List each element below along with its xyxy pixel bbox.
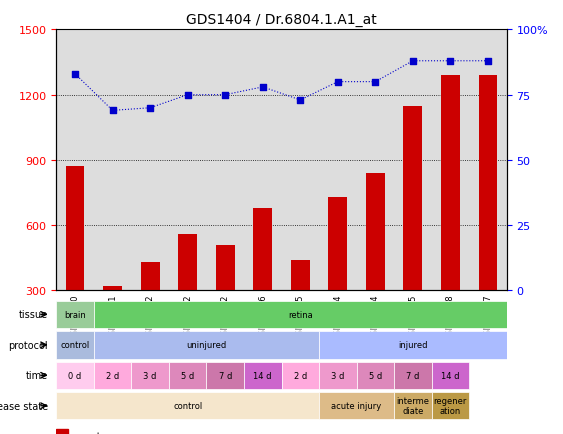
FancyBboxPatch shape — [94, 301, 507, 329]
Bar — [56, 429, 68, 434]
Text: 0 d: 0 d — [69, 371, 82, 380]
FancyBboxPatch shape — [282, 362, 319, 389]
Point — [70, 71, 79, 78]
Text: 3 d: 3 d — [144, 371, 157, 380]
Text: disease state: disease state — [0, 401, 48, 411]
Bar — [366, 174, 385, 291]
Text: acute injury: acute injury — [332, 401, 382, 410]
FancyBboxPatch shape — [56, 392, 319, 419]
Text: control: control — [60, 341, 90, 349]
Bar — [291, 260, 310, 291]
FancyBboxPatch shape — [319, 332, 507, 358]
Point — [146, 105, 155, 112]
Point — [258, 84, 267, 91]
Text: 3 d: 3 d — [331, 371, 345, 380]
Point — [371, 79, 380, 86]
Bar — [178, 234, 197, 291]
Text: interme
diate: interme diate — [396, 396, 430, 415]
Text: brain: brain — [64, 310, 86, 319]
Text: 2 d: 2 d — [294, 371, 307, 380]
FancyBboxPatch shape — [319, 362, 356, 389]
Text: GDS1404 / Dr.6804.1.A1_at: GDS1404 / Dr.6804.1.A1_at — [186, 13, 377, 27]
Point — [408, 58, 417, 65]
Point — [221, 92, 230, 99]
Text: 5 d: 5 d — [181, 371, 194, 380]
FancyBboxPatch shape — [319, 392, 394, 419]
Bar — [441, 76, 460, 291]
Text: 5 d: 5 d — [369, 371, 382, 380]
FancyBboxPatch shape — [432, 362, 469, 389]
Bar — [404, 106, 422, 291]
Text: time: time — [26, 371, 48, 380]
Bar — [216, 245, 235, 291]
Text: control: control — [173, 401, 202, 410]
Point — [296, 97, 305, 104]
Text: 14 d: 14 d — [441, 371, 459, 380]
FancyBboxPatch shape — [56, 362, 94, 389]
Text: regener
ation: regener ation — [434, 396, 467, 415]
Text: 14 d: 14 d — [253, 371, 272, 380]
FancyBboxPatch shape — [207, 362, 244, 389]
Point — [108, 108, 117, 115]
FancyBboxPatch shape — [394, 392, 432, 419]
Text: 7 d: 7 d — [406, 371, 419, 380]
Text: uninjured: uninjured — [186, 341, 226, 349]
Bar — [253, 208, 272, 291]
FancyBboxPatch shape — [131, 362, 169, 389]
Bar — [479, 76, 497, 291]
Text: 2 d: 2 d — [106, 371, 119, 380]
FancyBboxPatch shape — [169, 362, 207, 389]
FancyBboxPatch shape — [94, 362, 131, 389]
FancyBboxPatch shape — [94, 332, 319, 358]
FancyBboxPatch shape — [432, 392, 469, 419]
Text: tissue: tissue — [19, 310, 48, 319]
FancyBboxPatch shape — [394, 362, 432, 389]
Text: retina: retina — [288, 310, 312, 319]
Bar — [66, 167, 84, 291]
Bar — [328, 197, 347, 291]
Bar — [103, 286, 122, 291]
Text: protocol: protocol — [8, 340, 48, 350]
Point — [446, 58, 455, 65]
Text: injured: injured — [398, 341, 428, 349]
FancyBboxPatch shape — [356, 362, 394, 389]
FancyBboxPatch shape — [56, 301, 94, 329]
Text: 7 d: 7 d — [218, 371, 232, 380]
FancyBboxPatch shape — [244, 362, 282, 389]
Bar — [141, 263, 159, 291]
Point — [484, 58, 493, 65]
Text: count: count — [73, 431, 101, 434]
Point — [183, 92, 192, 99]
Point — [333, 79, 342, 86]
FancyBboxPatch shape — [56, 332, 94, 358]
